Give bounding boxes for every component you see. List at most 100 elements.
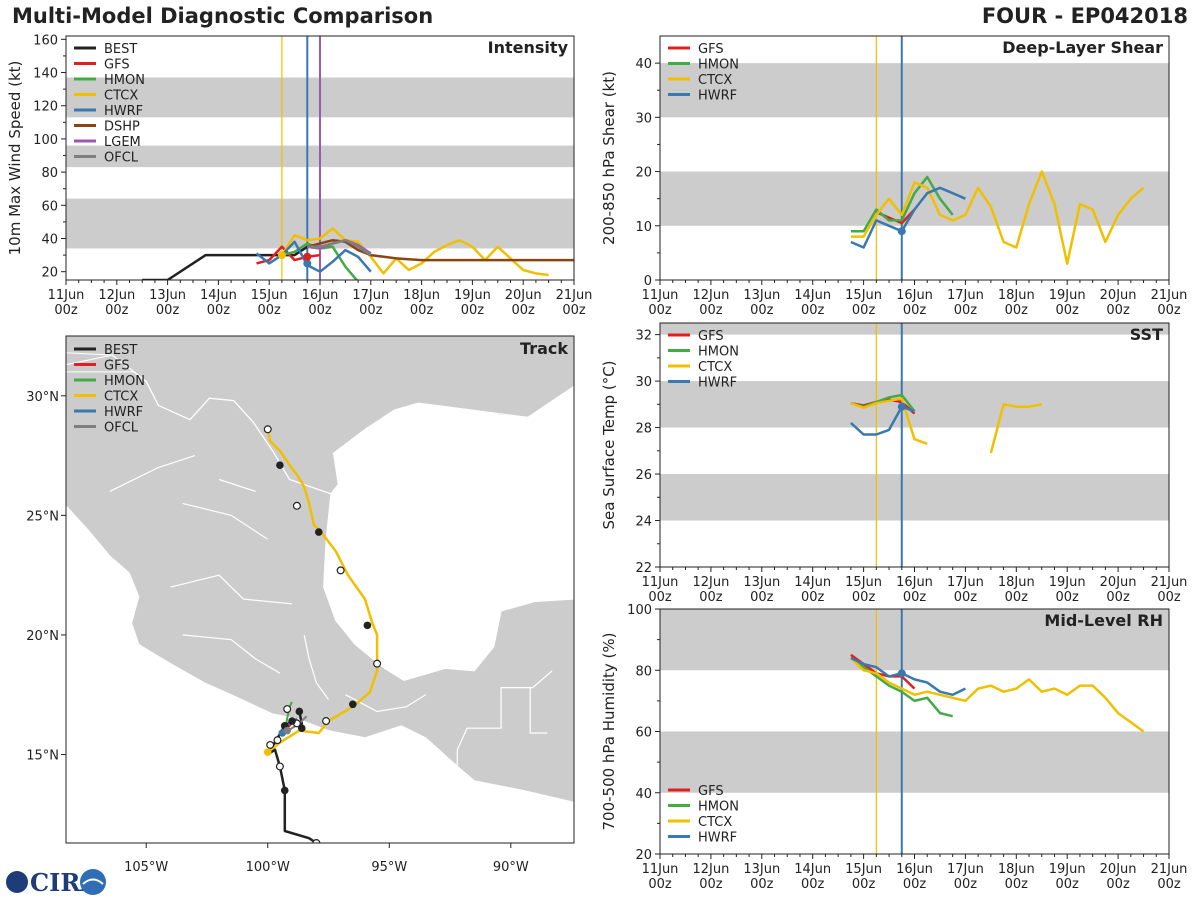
x-tick-label-line: 21Jun: [556, 288, 593, 303]
y-tick-label: 25°N: [26, 509, 59, 524]
x-tick-label-line: 00z: [156, 303, 180, 318]
track-position-open: [322, 717, 331, 726]
x-tick-label-line: 13Jun: [743, 288, 780, 303]
x-tick-label-line: 00z: [699, 303, 723, 318]
x-tick-label-line: 15Jun: [845, 862, 882, 877]
legend-label: GFS: [698, 42, 724, 57]
series-line-ctcx: [850, 170, 1145, 265]
legend-label: GFS: [104, 58, 130, 73]
y-tick-label: 140: [33, 67, 58, 82]
shaded-band: [660, 171, 1169, 226]
track-position-open: [263, 425, 272, 434]
x-tick-label-line: 00z: [1056, 877, 1080, 892]
x-tick-label-line: 17Jun: [947, 862, 984, 877]
y-tick-label: 60: [635, 726, 652, 741]
x-tick-label-line: 21Jun: [1151, 575, 1188, 590]
x-tick-label: 20Jun 00z: [1100, 288, 1137, 318]
x-tick-label-line: 00z: [699, 877, 723, 892]
x-tick-label-line: 00z: [801, 590, 825, 605]
legend-label: HWRF: [698, 89, 737, 104]
legend-label: CTCX: [698, 73, 732, 88]
legend-label: GFS: [698, 784, 724, 799]
x-tick-label: 19Jun 00z: [1049, 288, 1086, 318]
track-position-open: [266, 740, 275, 749]
series-group: [142, 227, 574, 280]
x-tick-label: 13Jun 00z: [149, 288, 186, 318]
series-group: [850, 393, 1043, 454]
panel-title: Mid-Level RH: [1044, 611, 1163, 630]
legend-label: OFCL: [104, 421, 139, 436]
x-tick-label-line: 00z: [1056, 303, 1080, 318]
x-tick-label-line: 00z: [1106, 590, 1130, 605]
x-tick-label: 16Jun 00z: [896, 862, 933, 892]
x-tick-label-line: 00z: [648, 877, 672, 892]
series-line-hwrf: [850, 186, 966, 249]
x-tick-label-line: 00z: [903, 303, 927, 318]
series-line-ctcx: [280, 227, 549, 277]
x-tick-label-line: 00z: [750, 303, 774, 318]
x-tick-label-line: 15Jun: [845, 575, 882, 590]
legend-label: CTCX: [698, 815, 732, 830]
x-tick-label: 13Jun 00z: [743, 288, 780, 318]
series-line-ctcx: [850, 657, 1145, 733]
panel-title: Deep-Layer Shear: [1002, 38, 1163, 57]
y-axis-label: Sea Surface Temp (°C): [600, 360, 618, 529]
x-tick-label: 16Jun 00z: [896, 288, 933, 318]
x-tick-label: 14Jun 00z: [200, 288, 237, 318]
x-tick-label: 18Jun 00z: [998, 862, 1035, 892]
x-tick-label-line: 00z: [699, 590, 723, 605]
y-tick-label: 20°N: [26, 629, 59, 644]
x-tick-label-line: 00z: [1106, 303, 1130, 318]
page-title: Multi-Model Diagnostic Comparison: [12, 4, 434, 28]
x-tick-label-line: 21Jun: [1151, 862, 1188, 877]
x-tick-label: 100°W: [246, 860, 290, 875]
y-tick-label: 0: [644, 274, 652, 289]
y-tick-label: 30: [635, 111, 652, 126]
series-line-ofcl: [307, 238, 372, 257]
map-layer: [66, 336, 574, 843]
x-tick-label-line: 00z: [1005, 590, 1029, 605]
x-tick-label: 11Jun 00z: [642, 288, 679, 318]
x-tick-label: 17Jun 00z: [947, 288, 984, 318]
x-tick-label-line: 17Jun: [352, 288, 389, 303]
x-tick-label-line: 20Jun: [1100, 862, 1137, 877]
x-tick-label-line: 14Jun: [794, 862, 831, 877]
x-tick-label-line: 20Jun: [505, 288, 542, 303]
x-tick-label: 18Jun 00z: [998, 575, 1035, 605]
y-tick-label: 40: [41, 233, 58, 248]
x-tick-label: 19Jun 00z: [1049, 862, 1086, 892]
x-tick-label: 18Jun 00z: [403, 288, 440, 318]
x-tick-label: 19Jun 00z: [1049, 575, 1086, 605]
x-tick-label-line: 18Jun: [403, 288, 440, 303]
x-tick-label: 15Jun 00z: [251, 288, 288, 318]
legend-label: CTCX: [104, 89, 138, 104]
x-tick-label-line: 00z: [258, 303, 282, 318]
y-tick-label: 100: [33, 133, 58, 148]
x-tick-label: 95°W: [371, 860, 407, 875]
shaded-band: [660, 381, 1169, 428]
x-tick-label-line: 00z: [512, 303, 536, 318]
y-tick-label: 22: [635, 561, 652, 576]
x-tick-label-line: 00z: [562, 303, 586, 318]
x-tick-label-line: 00z: [410, 303, 434, 318]
y-tick-label: 20: [635, 166, 652, 181]
x-tick-label-line: 18Jun: [998, 288, 1035, 303]
x-tick-label-line: 13Jun: [743, 575, 780, 590]
series-group: [850, 170, 1145, 265]
x-tick-label: 14Jun 00z: [794, 862, 831, 892]
x-tick-label-line: 18Jun: [998, 862, 1035, 877]
x-tick-label-line: 00z: [801, 303, 825, 318]
x-tick-label-line: 00z: [954, 590, 978, 605]
y-tick-label: 40: [635, 787, 652, 802]
x-tick-label-line: 00z: [207, 303, 231, 318]
x-tick-label-line: 00z: [1106, 877, 1130, 892]
state-border: [303, 634, 329, 700]
logo-seal-icon: [80, 869, 106, 895]
logo-seal-wave: [82, 878, 104, 885]
x-tick-label: 12Jun 00z: [692, 288, 729, 318]
